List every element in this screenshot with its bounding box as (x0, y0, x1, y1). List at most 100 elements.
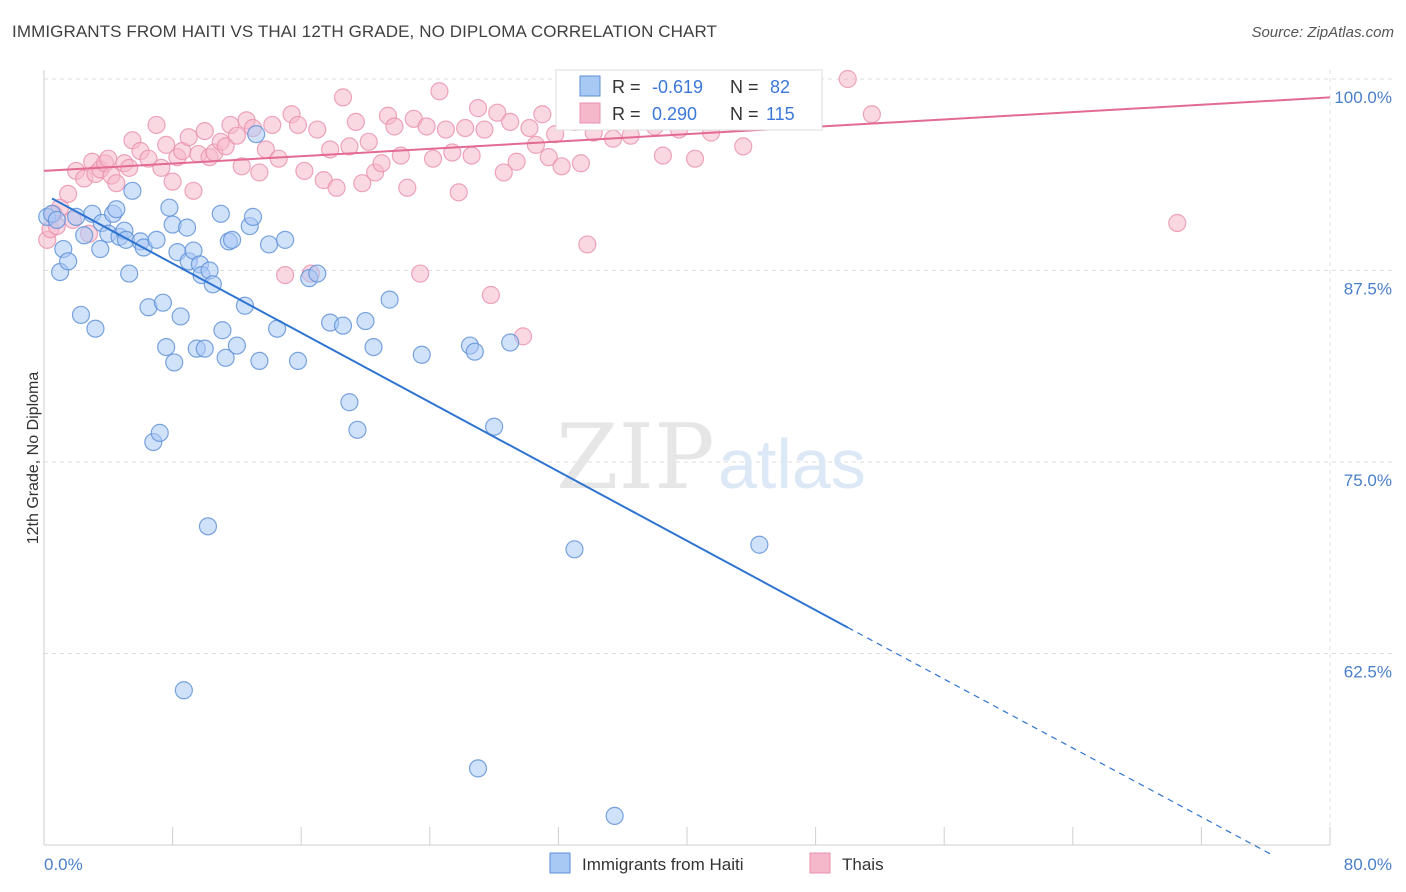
legend-thai-label: Thais (842, 855, 884, 874)
data-point (171, 307, 190, 326)
stats-haiti-swatch (579, 75, 601, 97)
legend-haiti-swatch (549, 852, 571, 874)
data-point (276, 230, 295, 249)
stats-thai-n-label: N = (730, 104, 759, 124)
data-point (47, 210, 66, 230)
stats-thai-r-label: R = (612, 104, 641, 124)
haiti-points (38, 125, 769, 825)
data-point (150, 423, 169, 442)
data-point (120, 264, 139, 283)
data-point (99, 149, 118, 168)
data-point (71, 305, 91, 325)
data-point (412, 345, 431, 364)
data-point (653, 146, 672, 165)
data-point (107, 174, 126, 193)
watermark: ZIP atlas (556, 405, 866, 510)
data-point (107, 200, 126, 219)
stats-haiti-r-value: -0.619 (652, 77, 703, 97)
data-point (380, 290, 399, 309)
stats-thai-r-value: 0.290 (652, 104, 697, 124)
data-point (552, 157, 571, 176)
data-point (308, 264, 327, 283)
data-point (288, 115, 308, 135)
source-label: Source: ZipAtlas.com (1251, 24, 1394, 41)
data-point (430, 82, 449, 101)
stats-haiti-n-value: 82 (770, 77, 790, 97)
data-point (184, 181, 203, 200)
data-point (120, 158, 139, 177)
data-point (346, 112, 365, 131)
y-tick-labels: 62.5% 75.0% 87.5% 100.0% (1334, 88, 1392, 682)
data-point (862, 105, 881, 124)
data-point (488, 103, 507, 122)
data-point (179, 128, 198, 147)
data-point (520, 118, 539, 138)
data-point (475, 120, 494, 139)
data-point (494, 163, 513, 182)
data-point (364, 338, 383, 357)
data-point (462, 146, 481, 165)
trend-lines (43, 96, 1331, 857)
data-point (152, 158, 171, 177)
data-point (227, 126, 246, 145)
data-point (423, 149, 443, 168)
data-point (507, 152, 526, 171)
data-point (340, 393, 359, 412)
data-point (485, 417, 504, 436)
stats-haiti-n-label: N = (730, 77, 759, 97)
data-point (243, 207, 263, 226)
data-point (250, 163, 269, 182)
data-point (417, 117, 436, 136)
data-point (685, 149, 705, 168)
data-point (359, 132, 378, 151)
data-point (163, 172, 182, 191)
data-point (468, 99, 488, 118)
data-point (533, 105, 552, 124)
data-point (174, 681, 193, 700)
data-point (139, 149, 158, 168)
data-point (195, 339, 214, 358)
data-point (465, 342, 484, 361)
legend-haiti-label: Immigrants from Haiti (582, 855, 744, 874)
x-ticks (43, 827, 1331, 845)
data-point (232, 157, 251, 176)
data-point (750, 535, 769, 554)
data-point (449, 183, 468, 202)
data-point (250, 351, 269, 370)
data-point (526, 135, 545, 154)
data-point (59, 252, 78, 271)
data-point (436, 120, 455, 139)
data-point (227, 336, 246, 355)
data-point (259, 235, 279, 254)
data-point (123, 181, 142, 200)
data-point (153, 293, 173, 312)
data-point (353, 174, 372, 193)
data-point (356, 311, 375, 331)
data-point (333, 316, 353, 335)
data-point (734, 137, 753, 156)
data-point (501, 333, 520, 352)
y-axis-label: 12th Grade, No Diploma (25, 372, 42, 545)
data-point (539, 148, 558, 167)
y-tick-label: 62.5% (1344, 663, 1392, 682)
data-point (385, 117, 404, 136)
data-point (198, 517, 218, 536)
data-point (157, 338, 176, 357)
data-point (91, 239, 110, 259)
data-point (481, 285, 500, 305)
x-tick-label-min: 0.0% (44, 855, 83, 874)
data-point (838, 69, 857, 89)
chart-title: IMMIGRANTS FROM HAITI VS THAI 12TH GRADE… (12, 22, 718, 41)
haiti-trend-line (51, 197, 849, 629)
legend: Immigrants from Haiti Thais (549, 852, 884, 874)
data-point (195, 121, 214, 141)
data-point (211, 204, 230, 223)
data-point (160, 198, 179, 217)
data-point (605, 806, 624, 825)
data-point (247, 125, 266, 144)
data-point (327, 178, 346, 197)
data-point (86, 319, 105, 338)
data-point (501, 112, 520, 131)
data-point (165, 353, 184, 372)
